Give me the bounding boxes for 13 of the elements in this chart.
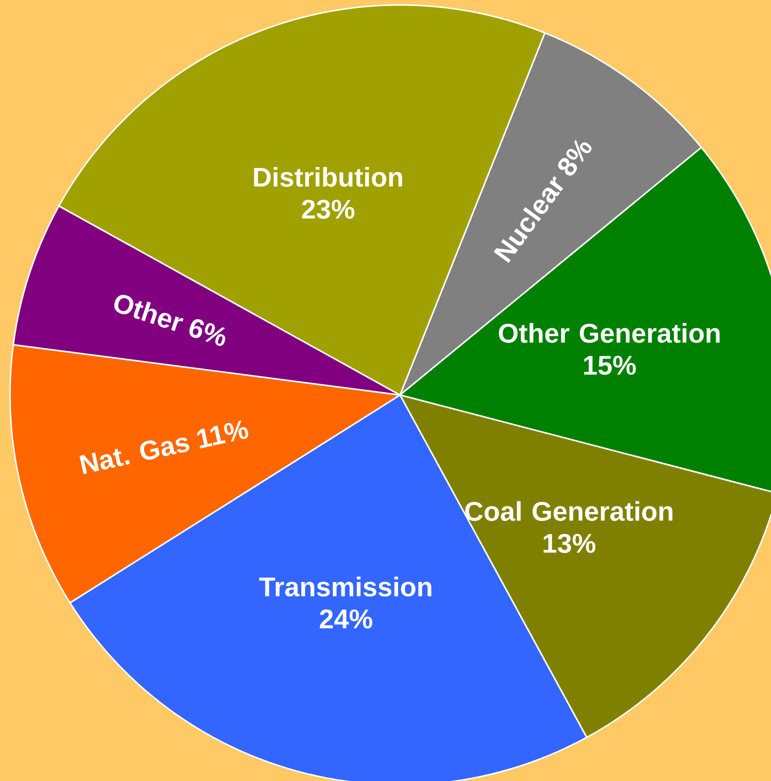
data-label: 24% (320, 609, 372, 628)
data-label: 6% (189, 319, 226, 346)
slice-label: Transmission (259, 576, 432, 597)
slice-label: Other (114, 294, 184, 332)
slice-label: Coal Generation (465, 501, 672, 521)
slice-label: Other Generation (498, 323, 720, 343)
data-label: 11% (197, 420, 248, 448)
slice-label: Distribution (254, 166, 402, 187)
slice-label: Nat. Gas (80, 438, 190, 474)
data-label: 13% (544, 534, 596, 553)
data-label: 15% (584, 356, 636, 375)
data-label: 23% (302, 200, 354, 219)
data-label: 8% (558, 140, 592, 176)
